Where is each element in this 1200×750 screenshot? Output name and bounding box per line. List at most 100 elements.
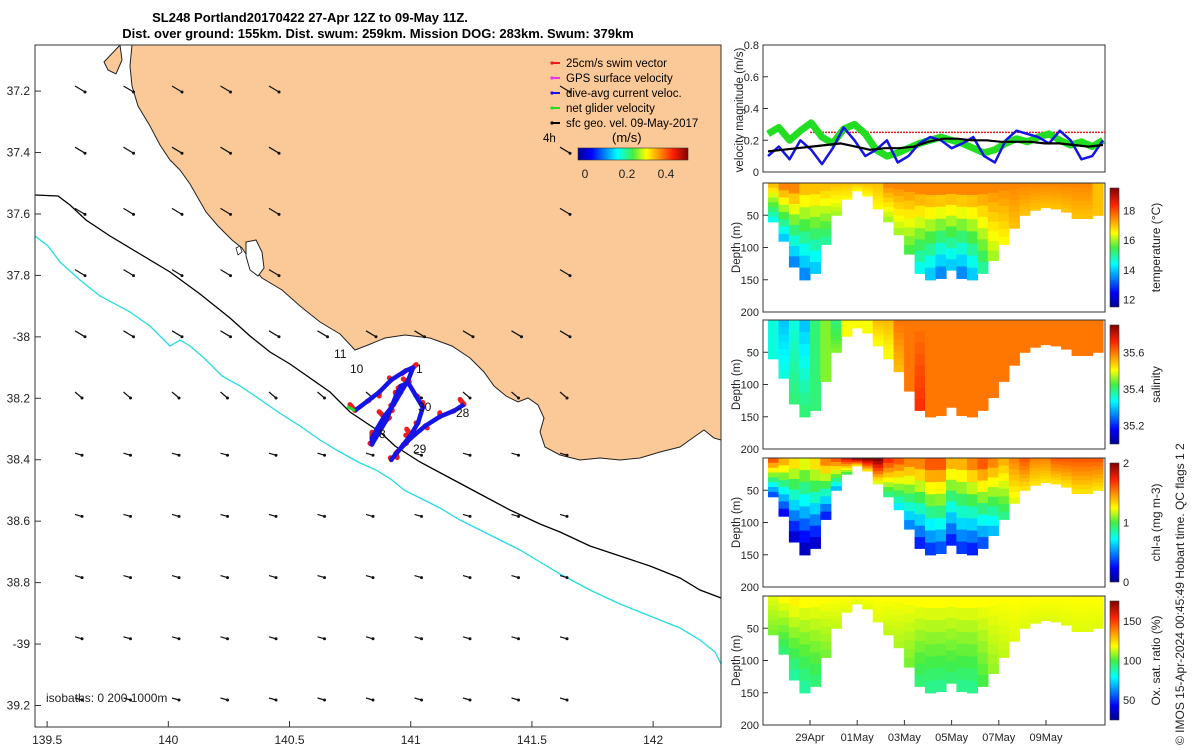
section-cell — [946, 606, 958, 619]
section-cell — [788, 458, 800, 470]
section-cell — [1019, 340, 1031, 345]
section-cell — [925, 231, 937, 245]
section-cell — [830, 474, 842, 479]
section-cell — [883, 472, 895, 478]
section-cell — [935, 403, 947, 416]
current-vector-head — [517, 396, 520, 400]
current-vector-head — [274, 637, 278, 641]
current-vector-head — [274, 514, 278, 518]
date-axis: 29Apr 01May 03May 05May 07May 09May — [795, 720, 1063, 744]
section-cell — [809, 503, 821, 515]
section-cell — [851, 458, 863, 460]
section-cell — [904, 658, 916, 668]
section-cell — [1029, 189, 1041, 194]
section-cell — [841, 466, 853, 469]
section-cell — [956, 367, 968, 381]
current-vector-head — [129, 396, 132, 400]
section-cell — [851, 326, 863, 329]
section-cell — [809, 514, 821, 527]
section-cell — [841, 604, 853, 607]
current-vector-head — [226, 637, 229, 641]
section-cell — [778, 508, 790, 517]
legend-label-track: dive-avg current veloc. — [566, 88, 682, 100]
section-cell — [935, 206, 947, 220]
section-cell — [830, 199, 842, 204]
section-cell — [893, 608, 905, 616]
section-cell — [851, 460, 863, 463]
section-cell — [946, 523, 958, 535]
section-cell — [935, 517, 947, 531]
current-vector-head — [323, 396, 326, 400]
section-cell — [977, 596, 989, 608]
glider-track[interactable] — [346, 362, 467, 463]
section-cell — [998, 596, 1010, 605]
section-cell — [1082, 613, 1094, 619]
section-cell — [925, 255, 937, 269]
section-cell — [1008, 497, 1020, 504]
current-vector-head — [80, 453, 84, 457]
section-cell — [946, 396, 958, 408]
section-cell — [1071, 324, 1083, 330]
section-cell — [935, 679, 947, 692]
map-x-axis: 139.5 140 140.5 141 141.5 142 — [32, 721, 663, 747]
section-cell — [987, 625, 999, 636]
section-cell — [778, 341, 790, 350]
section-cell — [841, 460, 853, 463]
map-panel[interactable]: 139.5 140 140.5 141 141.5 142 37.237.437.637.… — [7, 44, 722, 747]
section-cell — [893, 365, 905, 373]
current-vector — [123, 85, 134, 93]
section-cell — [966, 458, 978, 471]
colorbar-label: temperature (°C) — [1149, 203, 1163, 293]
section-cell — [830, 604, 842, 609]
section-cell — [1029, 330, 1041, 335]
section-cell — [872, 602, 884, 607]
section-cell — [925, 195, 937, 208]
isobaths-label: isobaths: 0 200 1000m — [46, 691, 167, 705]
section-cell — [788, 235, 800, 247]
section-cell — [778, 479, 790, 488]
section-cell — [851, 324, 863, 327]
section-cell — [778, 487, 790, 495]
section-cell — [935, 655, 947, 669]
section-cell — [1029, 206, 1041, 211]
section-cell — [893, 221, 905, 229]
section-cell — [1040, 332, 1052, 336]
section-cell — [1040, 476, 1052, 481]
section-cell — [809, 365, 821, 377]
section-cell — [1082, 484, 1094, 490]
section-cell — [966, 243, 978, 257]
section-cell — [1050, 195, 1062, 200]
section-cell — [768, 491, 780, 498]
section-cell — [841, 334, 853, 337]
section-cell — [966, 356, 978, 369]
current-vector-head — [132, 274, 135, 278]
section-cell — [1092, 348, 1104, 353]
section-panel-2: 50 100 150 200 Depth (m) 0 1 2 chl-a (mg m-3) — [731, 457, 1163, 594]
section-cell — [925, 470, 937, 483]
dive-label: 29 — [413, 442, 427, 456]
section-cell — [872, 608, 884, 613]
section-cell — [946, 215, 958, 228]
section-cell — [977, 458, 989, 470]
section-cell — [904, 337, 916, 348]
current-vector-head — [226, 453, 229, 457]
section-cell — [904, 364, 916, 374]
section-cell — [768, 320, 780, 326]
colorbar-tick-label: 16 — [1123, 235, 1135, 247]
section-cell — [788, 627, 800, 639]
section-cell — [1019, 320, 1031, 325]
section-cell — [1092, 458, 1104, 463]
current-vector — [511, 391, 519, 399]
map-y-tick-label: 37.2 — [7, 84, 31, 98]
section-cell — [946, 330, 958, 343]
section-cell — [925, 332, 937, 345]
section-cell — [1040, 461, 1052, 465]
section-cell — [1050, 461, 1062, 465]
current-vector-head — [83, 212, 87, 216]
section-cell — [1019, 474, 1031, 479]
current-vector-head — [226, 514, 229, 518]
section-cell — [977, 365, 989, 377]
section-cell — [862, 191, 874, 194]
